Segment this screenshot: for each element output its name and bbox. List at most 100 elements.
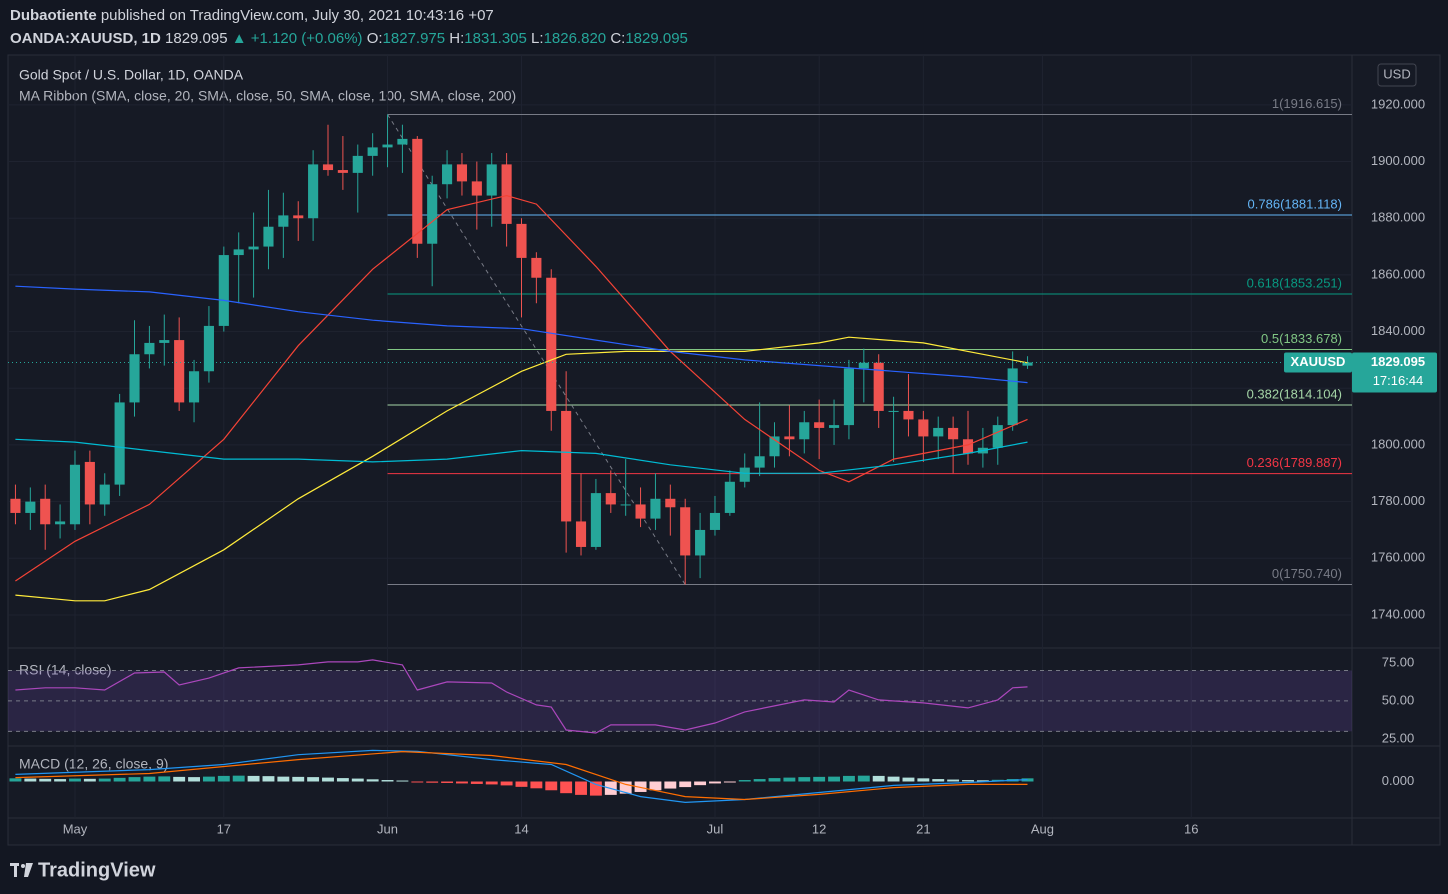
y-tick-label: 50.00 [1382, 692, 1415, 707]
moving-average [15, 438, 1028, 474]
y-tick-label: 1740.000 [1371, 606, 1425, 621]
candle-body [962, 439, 974, 454]
candle-body [382, 144, 393, 148]
ohlc-key: H: [449, 30, 464, 47]
change: ▲ +1.120 (+0.06%) [232, 30, 363, 47]
histogram-bar [842, 775, 855, 782]
histogram-bar [634, 781, 647, 792]
histogram-bar [932, 779, 945, 782]
histogram-bar [292, 776, 305, 782]
macd-line [15, 749, 1028, 804]
currency: USD [1383, 66, 1410, 81]
candle-body [828, 425, 840, 428]
x-tick-label: 21 [916, 821, 930, 836]
candle-body [293, 215, 304, 219]
histogram-bar [768, 778, 781, 782]
candle-body [144, 342, 155, 355]
currency-box[interactable] [1377, 63, 1417, 87]
ohlc-key: O: [367, 30, 383, 47]
histogram-bar [679, 781, 692, 788]
last-price: 1829.095 [165, 30, 228, 47]
histogram-bar [798, 777, 811, 782]
candle-body [278, 215, 289, 227]
candle-body [501, 164, 512, 224]
candle-body [933, 427, 944, 437]
candle-body [159, 340, 170, 343]
fib-label: 1(1916.615) [1272, 96, 1342, 111]
fib-label: 0.5(1833.678) [1261, 331, 1342, 346]
header-quote: OANDA:XAUUSD, 1D 1829.095 ▲ +1.120 (+0.0… [10, 30, 688, 47]
histogram-bar [54, 779, 67, 782]
symbol-tag [1284, 352, 1352, 373]
candle-body [10, 498, 21, 513]
candle-body [337, 170, 348, 173]
histogram-bar [247, 775, 260, 782]
ohlc-key: C: [610, 30, 625, 47]
candle-body [873, 362, 884, 411]
candle-body [99, 484, 110, 505]
price-tag-text: 1829.095 [1371, 354, 1425, 369]
histogram-bar [173, 776, 186, 782]
y-tick-label: 25.00 [1382, 730, 1415, 745]
candle-body [471, 181, 482, 196]
x-tick-label: 12 [812, 821, 826, 836]
histogram-bar [560, 781, 573, 794]
histogram-bar [530, 781, 543, 789]
header-line: Dubaotiente published on TradingView.com… [10, 7, 494, 24]
candle-body [203, 325, 214, 372]
candle-body [218, 255, 229, 326]
histogram-bar [902, 777, 915, 782]
histogram-bar [694, 781, 707, 786]
histogram-bar [143, 776, 156, 782]
candle-body [769, 436, 780, 457]
candle-body [635, 504, 646, 519]
rsi-line [15, 659, 1028, 734]
logo-mark [24, 863, 33, 877]
fib-label: 0(1750.740) [1272, 566, 1342, 581]
published: published on TradingView.com, July 30, 2… [101, 7, 494, 24]
moving-average [15, 336, 1028, 602]
histogram-bar [83, 778, 96, 782]
candle-body [605, 493, 616, 505]
fib-label: 0.786(1881.118) [1248, 196, 1342, 211]
candle-body [620, 504, 631, 506]
histogram-bar [277, 776, 290, 782]
candle-body [739, 467, 750, 482]
x-tick-label: May [63, 821, 88, 836]
candle-body [992, 425, 1003, 448]
histogram-bar [396, 780, 409, 782]
candle-body [233, 249, 244, 256]
histogram-bar [202, 776, 215, 782]
y-tick-label: 1900.000 [1371, 153, 1425, 168]
histogram-bar [709, 781, 721, 784]
ohlc-value: 1829.095 [625, 30, 688, 47]
histogram-bar [962, 780, 974, 782]
candle-body [903, 410, 914, 420]
histogram-bar [485, 781, 498, 785]
candle-body [948, 427, 959, 440]
histogram-bar [9, 778, 22, 782]
histogram-bar [113, 777, 126, 782]
plot [8, 55, 1352, 818]
histogram-bar [575, 781, 587, 795]
histogram-bar [723, 781, 736, 783]
histogram-bar [813, 776, 826, 782]
ohlc-key: L: [531, 30, 544, 47]
candle-body [40, 498, 51, 525]
histogram-bar [441, 781, 454, 783]
price-tag [1352, 352, 1437, 393]
histogram-bar [828, 776, 840, 782]
histogram-bar [366, 779, 379, 782]
macd-line [15, 750, 1028, 801]
fib-label: 0.236(1789.887) [1247, 455, 1342, 470]
indicator-legend: MA Ribbon (SMA, close, 20, SMA, close, 5… [19, 88, 516, 104]
histogram-bar [411, 781, 424, 783]
histogram-bar [336, 778, 349, 782]
candle-body [784, 436, 795, 440]
y-tick-label: 1800.000 [1371, 436, 1425, 451]
histogram-bar [262, 776, 275, 782]
candle-body [456, 164, 468, 182]
y-tick-label: 1920.000 [1371, 96, 1425, 111]
candle-body [546, 277, 557, 411]
symbol-tag-text: XAUUSD [1291, 354, 1346, 369]
